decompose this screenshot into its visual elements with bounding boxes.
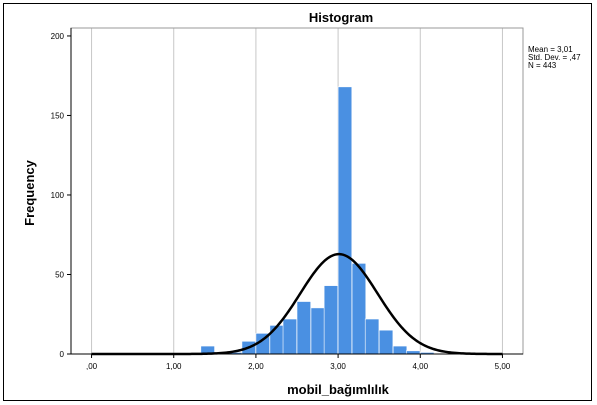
- axes: [67, 27, 524, 358]
- y-tick-label: 150: [51, 111, 65, 120]
- stat-mean: Mean = 3,01: [528, 45, 573, 54]
- x-tick-label: 1,00: [166, 362, 182, 371]
- x-tick-label: 5,00: [495, 362, 511, 371]
- x-tick-label: 4,00: [412, 362, 428, 371]
- y-tick-label: 50: [55, 270, 64, 279]
- y-tick-label: 100: [51, 191, 65, 200]
- histogram-bar: [351, 263, 367, 355]
- histogram-bar: [269, 325, 284, 355]
- stat-sd: Std. Dev. = ,47: [528, 53, 581, 62]
- y-tick-label: 0: [60, 350, 65, 359]
- histogram-bar: [310, 307, 325, 355]
- histogram-chart: ,00 1,00 2,00 3,00 4,00 5,00 0 50 100 150 200 His…: [22, 10, 581, 397]
- histogram-bars: [200, 86, 435, 355]
- x-axis-label: mobil_bağımlılık: [287, 382, 390, 397]
- y-tick-labels: 0 50 100 150 200: [51, 32, 65, 359]
- x-tick-label: 2,00: [248, 362, 264, 371]
- histogram-bar: [282, 318, 298, 355]
- x-tick-labels: ,00 1,00 2,00 3,00 4,00 5,00: [86, 362, 511, 371]
- histogram-bar: [378, 329, 394, 355]
- histogram-bar: [337, 86, 353, 355]
- histogram-bar: [392, 345, 408, 355]
- histogram-bar: [323, 285, 339, 355]
- y-axis-label: Frequency: [22, 159, 37, 226]
- x-tick-label: 3,00: [330, 362, 346, 371]
- histogram-bar: [296, 301, 312, 355]
- histogram-bar: [364, 318, 380, 355]
- stat-n: N = 443: [528, 61, 557, 70]
- chart-frame: ,00 1,00 2,00 3,00 4,00 5,00 0 50 100 150 200 His…: [3, 3, 592, 401]
- y-tick-label: 200: [51, 32, 65, 41]
- grid-lines: [91, 28, 503, 354]
- x-tick-label: ,00: [86, 362, 98, 371]
- chart-title: Histogram: [309, 10, 373, 25]
